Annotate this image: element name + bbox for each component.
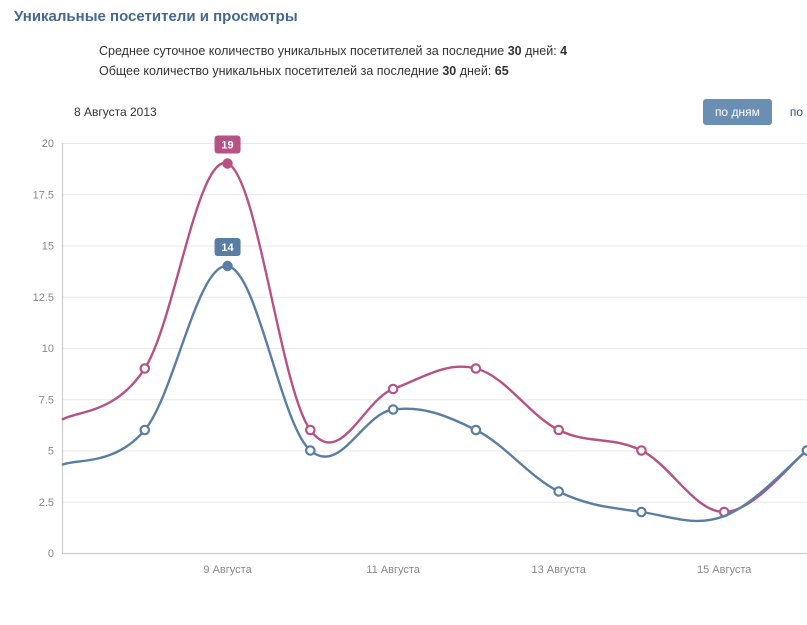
series-visitors [62,266,807,521]
hover-date-label: 8 Августа 2013 [14,105,157,119]
marker-visitors [141,426,149,434]
marker-views [306,426,314,434]
stat-total-value: 65 [495,64,509,78]
marker-visitors [637,508,645,516]
y-tick-label: 0 [48,548,54,560]
y-tick-label: 10 [42,343,54,355]
marker-visitors [389,405,397,413]
value-badge-text-visitors: 14 [221,242,234,254]
stat-text: дней: [456,64,495,78]
marker-visitors [803,446,807,454]
series-views [62,163,807,512]
y-tick-label: 7.5 [39,394,54,406]
x-tick-label: 15 Августа [697,564,752,576]
y-tick-label: 2.5 [39,497,54,509]
summary-stats: Среднее суточное количество уникальных п… [14,41,807,81]
y-tick-label: 12.5 [33,292,54,304]
y-tick-label: 15 [42,241,54,253]
y-tick-label: 17.5 [33,189,54,201]
focus-marker-views [222,158,232,168]
page-title: Уникальные посетители и просмотры [14,8,807,25]
stat-days: 30 [442,64,456,78]
stat-total: Общее количество уникальных посетителей … [99,61,807,81]
granularity-tabs: по дням по [703,99,807,125]
line-chart: 0 2.5 5 7.5 10 12.5 15 17.5 20 9 Августа 11 Август… [14,133,807,593]
stat-text: Среднее суточное количество уникальных п… [99,44,508,58]
marker-visitors [554,487,562,495]
y-tick-label: 20 [42,138,54,150]
stat-avg-value: 4 [560,44,567,58]
marker-views [389,385,397,393]
marker-views [637,446,645,454]
marker-visitors [306,446,314,454]
stat-text: дней: [522,44,561,58]
y-tick-label: 5 [48,446,54,458]
stat-days: 30 [508,44,522,58]
value-badge-text-views: 19 [221,140,233,152]
x-tick-label: 11 Августа [366,564,420,576]
tab-partial[interactable]: по [782,99,807,125]
stat-text: Общее количество уникальных посетителей … [99,64,442,78]
focus-marker-visitors [222,261,232,271]
marker-views [554,426,562,434]
tab-by-day[interactable]: по дням [703,99,772,125]
marker-views [141,364,149,372]
x-tick-label: 13 Августа [531,564,586,576]
stat-avg: Среднее суточное количество уникальных п… [99,41,807,61]
x-tick-label: 9 Августа [203,564,252,576]
marker-views [472,364,480,372]
marker-visitors [472,426,480,434]
